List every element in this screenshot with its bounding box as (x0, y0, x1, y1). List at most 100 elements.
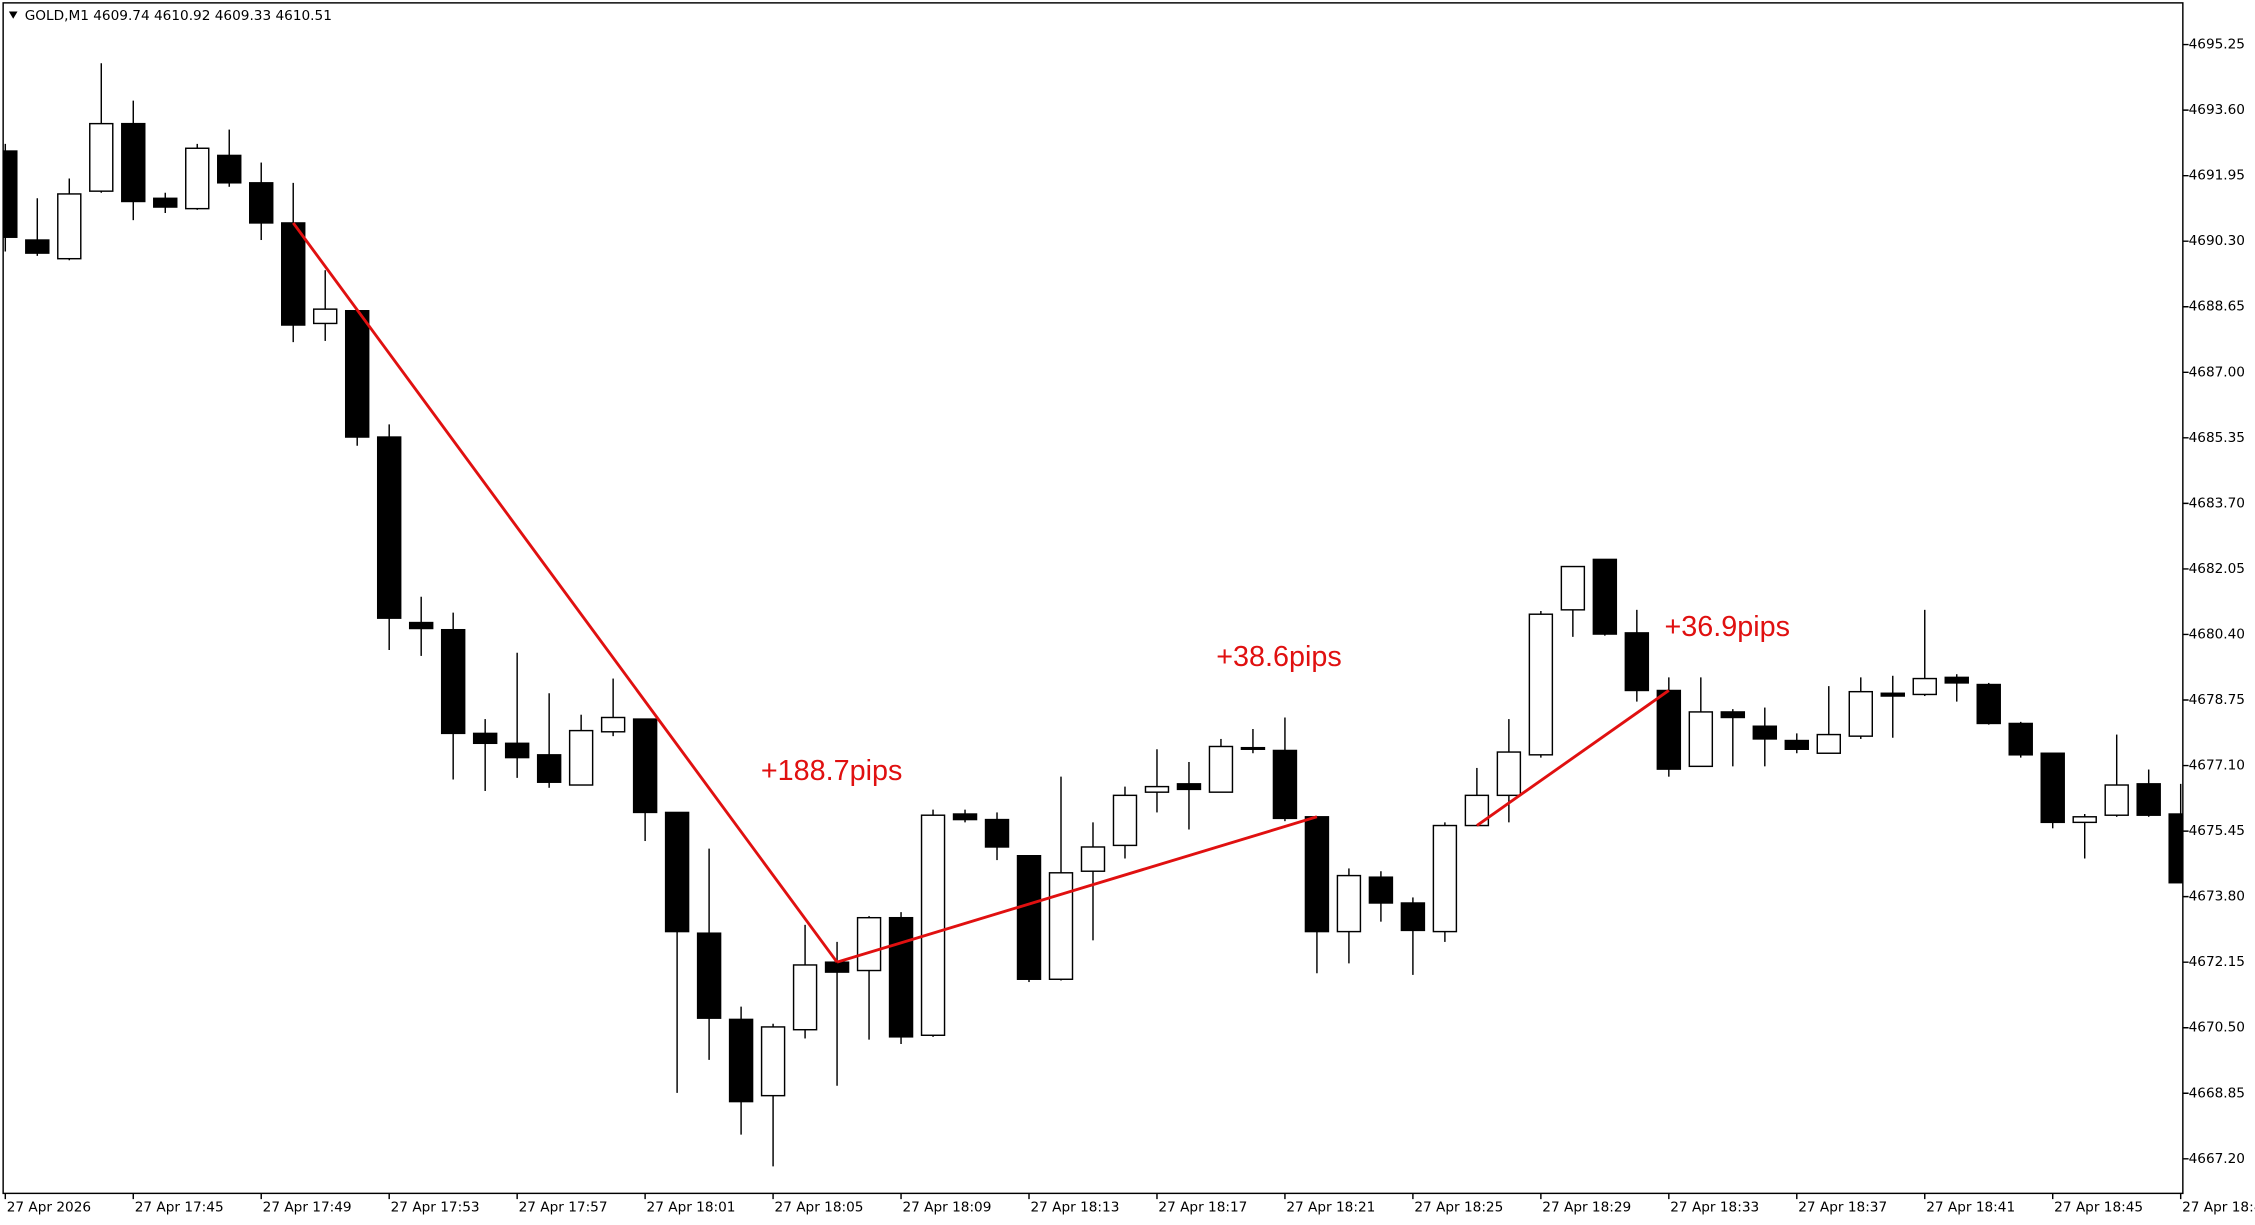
trend-label: +36.9pips (1665, 611, 1790, 643)
candle-body (600, 716, 626, 733)
x-tick-label: 27 Apr 18:37 (1798, 1200, 1887, 1216)
candle-body (1240, 746, 1266, 750)
trend-line (292, 222, 839, 964)
candle-body (1944, 676, 1969, 684)
y-tick-label: 4693.60 (2189, 102, 2245, 118)
y-tick-label: 4678.75 (2189, 692, 2245, 708)
candle-body (824, 961, 850, 973)
x-tick-label: 27 Apr 18:01 (647, 1200, 736, 1216)
x-tick-label: 27 Apr 18:29 (1542, 1200, 1631, 1216)
y-tick-label: 4680.40 (2189, 626, 2245, 642)
candle-body (1688, 711, 1714, 768)
candle-body (1752, 725, 1778, 740)
candle-body (1848, 690, 1873, 737)
menu-arrow (8, 11, 18, 19)
candle-body (472, 732, 498, 745)
candle-body (792, 964, 818, 1031)
candle-body (1432, 824, 1458, 933)
candle-body (536, 754, 562, 783)
candle-body (1368, 876, 1394, 904)
candle-body (2104, 784, 2129, 816)
plot-frame (2, 2, 2184, 1195)
candle-body (760, 1026, 786, 1097)
candle-body (408, 621, 434, 630)
x-tick-label: 27 Apr 18:41 (1926, 1200, 2015, 1216)
candle-body (280, 222, 306, 326)
candle-body (2168, 813, 2183, 884)
y-tick-label: 4668.85 (2189, 1085, 2245, 1101)
x-tick-label: 27 Apr 18:49 (2182, 1200, 2255, 1216)
candle-body (57, 193, 82, 260)
x-tick-label: 27 Apr 18:33 (1670, 1200, 1759, 1216)
candle-body (728, 1018, 754, 1103)
trend-label: +38.6pips (1216, 641, 1342, 673)
candle-body (3, 150, 18, 238)
trend-line (836, 815, 1318, 964)
y-tick-label: 4667.20 (2189, 1151, 2245, 1167)
candle-body (1336, 874, 1362, 933)
candle-body (312, 308, 338, 325)
candle-body (2072, 816, 2097, 824)
candle-body (1880, 692, 1905, 697)
x-tick-label: 27 Apr 18:13 (1030, 1200, 1119, 1216)
y-tick-label: 4682.05 (2189, 561, 2245, 577)
plot-area: +188.7pips +38.6pips +36.9pips (3, 63, 2183, 1167)
y-tick-label: 4672.15 (2189, 954, 2245, 970)
candle-body (1080, 846, 1106, 872)
candle-body (1112, 794, 1138, 847)
candle-body (1048, 872, 1074, 980)
y-tick-label: 4685.35 (2189, 430, 2245, 446)
candle-body (2040, 752, 2065, 824)
y-tick-label: 4695.25 (2189, 37, 2245, 53)
candle-body (1912, 677, 1937, 696)
candle-body (249, 182, 274, 224)
y-tick-label: 4675.45 (2189, 823, 2245, 839)
candle-body (1784, 739, 1810, 750)
candle-body (888, 916, 914, 1038)
candle-body (1976, 683, 2001, 725)
candle-body (121, 122, 146, 203)
candle-body (1720, 711, 1746, 719)
candle-body (1496, 751, 1522, 797)
candle-body (1176, 783, 1202, 791)
x-tick-label: 27 Apr 18:21 (1286, 1200, 1375, 1216)
candle-body (504, 742, 530, 759)
candle-body (856, 916, 882, 972)
candle-body (344, 310, 370, 438)
candle-body (2008, 722, 2033, 756)
x-tick-label: 27 Apr 18:05 (775, 1200, 864, 1216)
candle-body (952, 813, 978, 821)
candle-body (696, 932, 722, 1019)
candle-body (217, 154, 242, 184)
candle-body (25, 239, 50, 254)
candle-body (1592, 558, 1618, 635)
candle-body (376, 436, 402, 619)
chart-title: GOLD,M1 4609.74 4610.92 4609.33 4610.51 (25, 8, 332, 24)
x-tick-label: 27 Apr 17:45 (135, 1200, 224, 1216)
x-tick-label: 27 Apr 2026 (7, 1200, 91, 1216)
candle-body (568, 729, 594, 786)
y-tick-label: 4677.10 (2189, 758, 2245, 774)
candle-body (632, 718, 658, 814)
x-tick-label: 27 Apr 18:09 (902, 1200, 991, 1216)
x-tick-label: 27 Apr 18:17 (1158, 1200, 1247, 1216)
candle-body (1816, 733, 1842, 754)
x-tick-label: 27 Apr 18:45 (2054, 1200, 2143, 1216)
x-tick-label: 27 Apr 17:57 (519, 1200, 608, 1216)
candle-body (1528, 613, 1554, 756)
candle-body (440, 628, 466, 735)
x-tick-label: 27 Apr 18:25 (1414, 1200, 1503, 1216)
candle-body (1656, 689, 1682, 770)
y-tick-label: 4690.30 (2189, 233, 2245, 249)
y-tick-label: 4683.70 (2189, 495, 2245, 511)
candle-body (89, 122, 114, 192)
x-tick-label: 27 Apr 17:53 (391, 1200, 480, 1216)
candle-body (1144, 785, 1170, 793)
y-tick-label: 4688.65 (2189, 299, 2245, 315)
candle-body (664, 811, 690, 933)
candle-body (1624, 632, 1650, 692)
x-tick-label: 27 Apr 17:49 (263, 1200, 352, 1216)
candle-body (1016, 855, 1042, 980)
